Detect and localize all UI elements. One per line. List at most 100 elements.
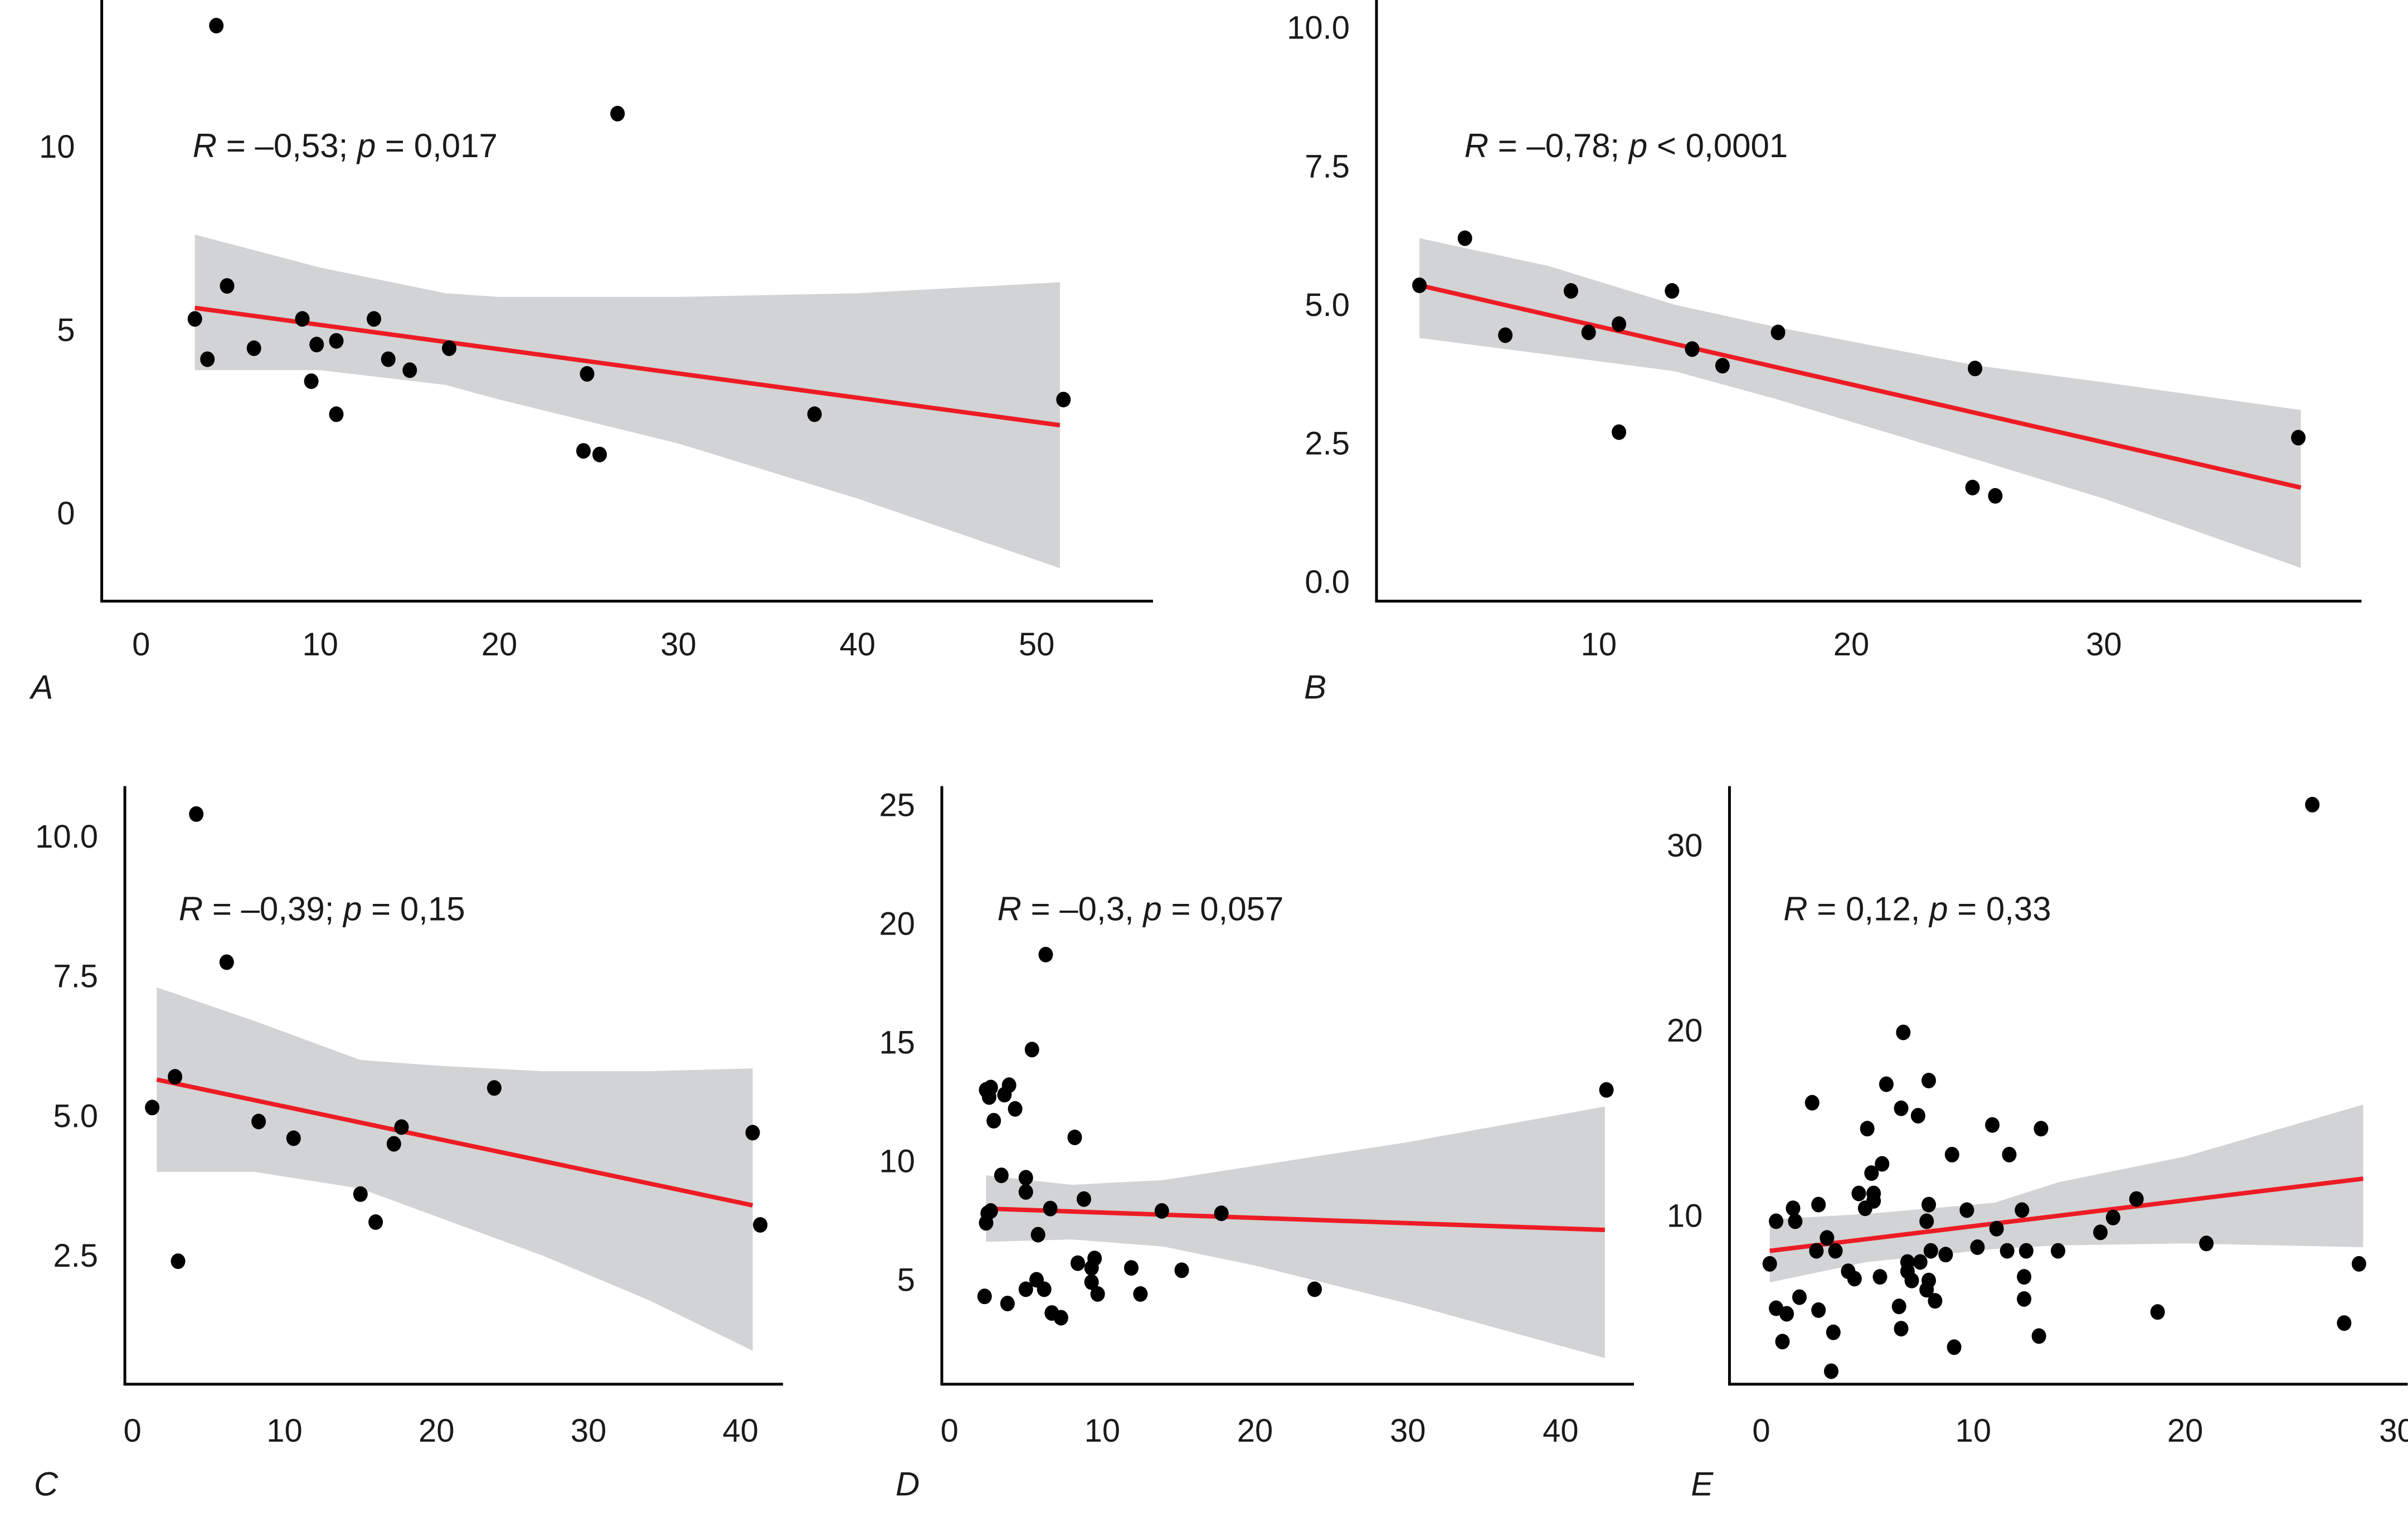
y-tick-label: 2.5 (1305, 425, 1350, 461)
data-point (394, 1119, 409, 1135)
y-tick-label: 10.0 (35, 819, 98, 855)
data-point (1018, 1281, 1033, 1297)
annotation-r-text: = –0,53; (217, 127, 357, 164)
annotation-p-label: p (356, 127, 376, 164)
data-point (1053, 1310, 1068, 1326)
data-point (1875, 1156, 1890, 1172)
data-point (1970, 1239, 1985, 1255)
annotation-r-label: R (1783, 890, 1807, 927)
data-point (610, 105, 625, 121)
annotation-p-label: p (1928, 890, 1948, 927)
data-point (1581, 324, 1596, 340)
x-tick-label: 30 (2086, 626, 2122, 663)
data-point (2199, 1235, 2214, 1252)
data-point (979, 1215, 994, 1231)
x-tick-label: 30 (1390, 1413, 1426, 1449)
correlation-annotation: R = –0,39; p = 0,15 (179, 890, 465, 927)
x-tick-label: 10 (1084, 1413, 1121, 1449)
data-point (295, 311, 310, 327)
panel-d: 0 10 20 30 40 5 10 15 20 25 R = –0,3, p = 0,057 D (879, 786, 1634, 1503)
annotation-p-label: p (342, 890, 362, 927)
data-point (1067, 1130, 1082, 1145)
annotation-r-text: = –0,78; (1488, 127, 1629, 164)
data-point (1824, 1363, 1838, 1379)
data-point (592, 446, 607, 463)
x-tick-label: 0 (132, 626, 150, 663)
data-point (1457, 230, 1472, 246)
data-point (994, 1167, 1009, 1184)
data-point (189, 806, 204, 822)
data-point (807, 406, 822, 422)
annotation-r-label: R (179, 890, 203, 927)
data-point (168, 1069, 183, 1085)
data-point (386, 1136, 401, 1152)
data-point (1779, 1306, 1794, 1322)
y-tick-label: 25 (879, 787, 916, 824)
data-point (1896, 1024, 1911, 1040)
annotation-p-label: p (1142, 890, 1161, 927)
data-point (1921, 1196, 1936, 1213)
data-point (251, 1113, 266, 1130)
data-point (209, 18, 224, 33)
data-point (187, 311, 202, 327)
data-point (1828, 1243, 1843, 1259)
data-point (1307, 1281, 1322, 1297)
annotation-p-text: = 0,017 (376, 127, 498, 164)
x-tick-label: 40 (1543, 1413, 1579, 1449)
y-tick-label: 0 (57, 495, 75, 532)
data-point (2002, 1146, 2017, 1162)
data-point (1894, 1100, 1909, 1116)
data-point (1599, 1082, 1614, 1098)
annotation-p-text: = 0,33 (1948, 890, 2051, 927)
data-point (1864, 1165, 1879, 1181)
data-point (2352, 1256, 2366, 1272)
x-tick-label: 20 (419, 1413, 455, 1449)
data-point (1214, 1205, 1229, 1222)
x-tick-label: 10 (1955, 1413, 1992, 1449)
data-point (1043, 1200, 1058, 1217)
data-point (2015, 1202, 2030, 1218)
x-tick-label: 20 (481, 626, 518, 663)
x-tick-label: 0 (1752, 1413, 1770, 1449)
data-point (1809, 1243, 1824, 1259)
data-point (1985, 1117, 2000, 1133)
data-point (1860, 1121, 1875, 1137)
annotation-p-label: p (1628, 127, 1647, 164)
y-tick-label: 0.0 (1305, 564, 1350, 600)
correlation-annotation: R = –0,78; p < 0,0001 (1465, 127, 1788, 164)
regression-line (1769, 1176, 2364, 1253)
regression-line (1419, 283, 2302, 490)
data-point (983, 1203, 998, 1219)
data-point (1938, 1247, 1953, 1263)
data-point (1037, 1281, 1052, 1297)
x-tick-label: 0 (124, 1413, 142, 1449)
data-point (1811, 1196, 1826, 1213)
panel-letter: D (896, 1466, 920, 1503)
y-tick-label: 20 (1667, 1013, 1703, 1049)
data-point (1124, 1260, 1139, 1276)
annotation-r-text: = 0,12, (1808, 890, 1930, 927)
data-point (1174, 1262, 1189, 1278)
data-point (1154, 1203, 1169, 1219)
correlation-annotation: R = –0,53; p = 0,017 (193, 127, 498, 164)
annotation-r-text: = –0,3, (1021, 890, 1144, 927)
data-point (1788, 1213, 1803, 1229)
data-point (2018, 1243, 2034, 1259)
data-point (1904, 1272, 1919, 1288)
annotation-r-label: R (193, 127, 217, 164)
y-tick-label: 10 (39, 129, 75, 165)
data-point (381, 351, 396, 367)
data-point (2337, 1315, 2352, 1331)
data-point (402, 362, 417, 378)
data-point (171, 1253, 186, 1269)
data-point (1872, 1269, 1888, 1285)
data-point (1056, 392, 1071, 407)
data-point (442, 340, 456, 356)
data-point (1018, 1184, 1033, 1200)
x-tick-label: 40 (839, 626, 875, 663)
confidence-band (986, 1106, 1605, 1358)
x-tick-label: 30 (660, 626, 697, 663)
x-tick-label: 10 (1581, 626, 1617, 663)
data-point (2093, 1224, 2108, 1240)
